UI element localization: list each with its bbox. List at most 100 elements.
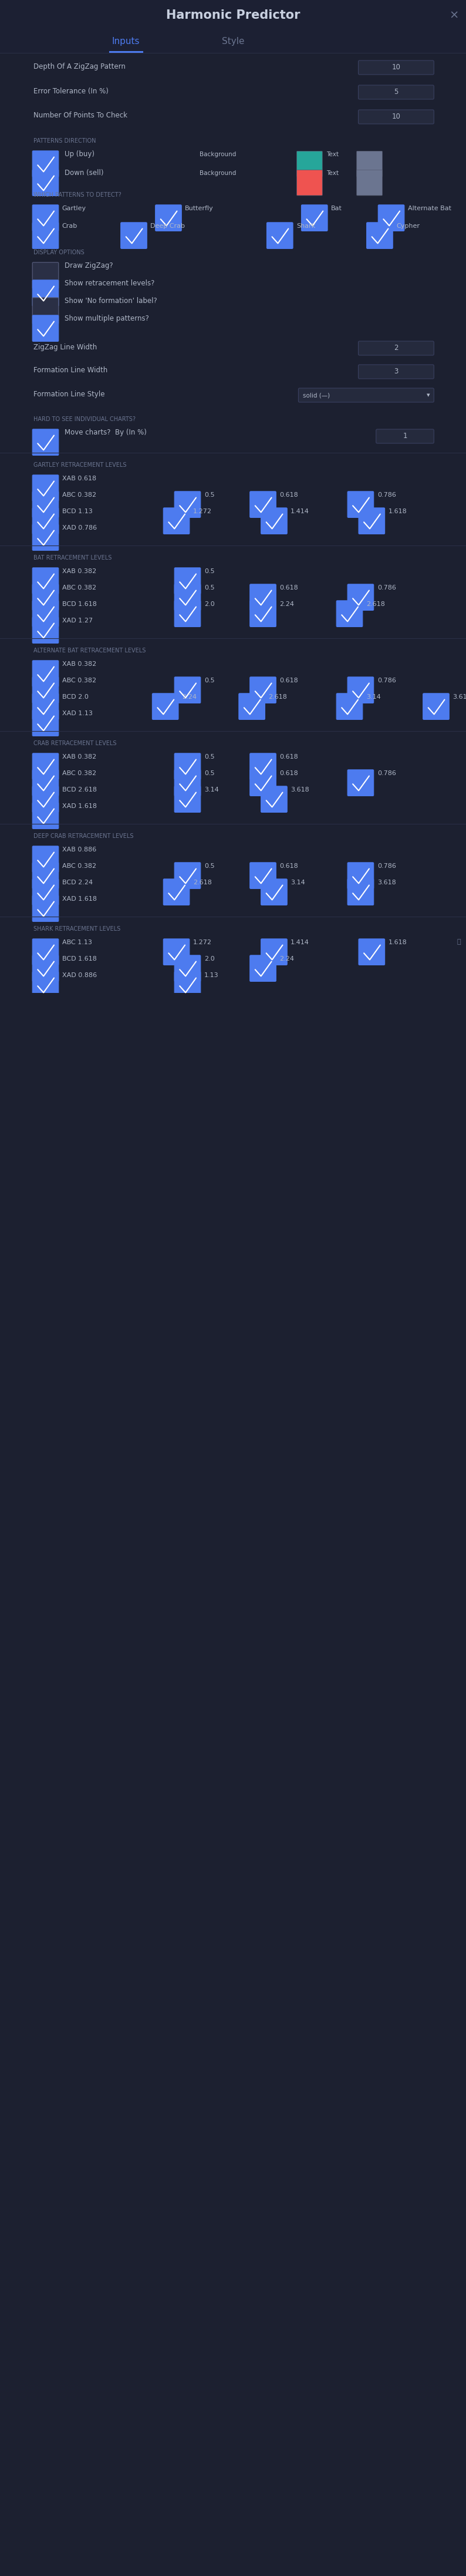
Text: XAD 0.786: XAD 0.786 [62,526,97,531]
FancyBboxPatch shape [250,492,276,518]
Text: Number Of Points To Check: Number Of Points To Check [33,111,127,118]
FancyBboxPatch shape [359,507,385,533]
Text: Background: Background [200,170,236,175]
FancyBboxPatch shape [250,863,276,889]
Text: 10: 10 [392,64,400,72]
FancyBboxPatch shape [261,507,287,533]
FancyBboxPatch shape [33,659,59,688]
Text: DEEP CRAB RETRACEMENT LEVELS: DEEP CRAB RETRACEMENT LEVELS [33,832,133,840]
FancyBboxPatch shape [33,878,59,904]
FancyBboxPatch shape [33,804,59,829]
FancyBboxPatch shape [358,111,434,124]
Text: Gartley: Gartley [62,206,86,211]
FancyBboxPatch shape [348,492,374,518]
Text: 0.5: 0.5 [204,569,214,574]
Text: Style: Style [222,36,244,46]
Text: ABC 1.13: ABC 1.13 [62,940,92,945]
Text: XAD 1.618: XAD 1.618 [62,804,97,809]
Text: XAD 1.27: XAD 1.27 [62,618,93,623]
FancyBboxPatch shape [163,938,190,966]
FancyBboxPatch shape [33,786,59,811]
FancyBboxPatch shape [33,170,59,196]
Text: Background: Background [200,152,236,157]
Text: 0.786: 0.786 [377,677,396,683]
Text: PATTERNS DIRECTION: PATTERNS DIRECTION [33,139,96,144]
FancyBboxPatch shape [358,59,434,75]
Text: Text: Text [326,152,338,157]
Text: 3.618: 3.618 [291,786,309,793]
Text: ABC 0.382: ABC 0.382 [62,863,96,868]
FancyBboxPatch shape [33,971,59,997]
Text: 0.618: 0.618 [280,585,298,590]
Text: BCD 2.24: BCD 2.24 [62,878,93,886]
Text: 2.24: 2.24 [280,956,294,961]
FancyBboxPatch shape [261,786,287,811]
Text: 0.786: 0.786 [377,585,396,590]
FancyBboxPatch shape [174,585,200,611]
FancyBboxPatch shape [348,863,374,889]
Text: 2: 2 [394,345,398,353]
Text: 1.618: 1.618 [388,507,407,515]
FancyBboxPatch shape [336,693,363,719]
FancyBboxPatch shape [348,878,374,904]
Text: Harmonic Predictor: Harmonic Predictor [166,10,300,21]
FancyBboxPatch shape [33,752,59,781]
Text: Show 'No formation' label?: Show 'No formation' label? [64,296,157,304]
Text: XAB 0.382: XAB 0.382 [62,569,96,574]
Text: Crab: Crab [62,224,77,229]
FancyBboxPatch shape [174,492,200,518]
FancyBboxPatch shape [358,366,434,379]
FancyBboxPatch shape [261,878,287,904]
FancyBboxPatch shape [33,938,59,966]
FancyBboxPatch shape [33,281,59,307]
FancyBboxPatch shape [33,567,59,595]
Text: Show multiple patterns?: Show multiple patterns? [64,314,149,322]
Text: 0.5: 0.5 [204,492,214,497]
Text: 2.618: 2.618 [193,878,212,886]
FancyBboxPatch shape [0,31,466,54]
Text: Inputs: Inputs [112,36,140,46]
Text: ABC 0.382: ABC 0.382 [62,492,96,497]
FancyBboxPatch shape [33,314,59,343]
FancyBboxPatch shape [378,206,404,232]
FancyBboxPatch shape [348,677,374,703]
FancyBboxPatch shape [356,152,382,178]
Text: 0.786: 0.786 [377,770,396,775]
FancyBboxPatch shape [250,752,276,781]
Text: Up (buy): Up (buy) [64,149,94,157]
Text: 3.14: 3.14 [291,878,305,886]
Text: GARTLEY RETRACEMENT LEVELS: GARTLEY RETRACEMENT LEVELS [33,461,126,469]
FancyBboxPatch shape [33,618,59,644]
Text: XAB 0.382: XAB 0.382 [62,662,96,667]
Text: 2.618: 2.618 [268,693,287,701]
FancyBboxPatch shape [174,600,200,626]
FancyBboxPatch shape [174,786,200,811]
FancyBboxPatch shape [33,222,59,250]
Text: Formation Line Width: Formation Line Width [33,366,107,374]
FancyBboxPatch shape [33,896,59,922]
Text: BCD 2.618: BCD 2.618 [62,786,97,793]
FancyBboxPatch shape [33,507,59,533]
Text: 0.5: 0.5 [204,677,214,683]
FancyBboxPatch shape [267,222,293,250]
FancyBboxPatch shape [33,430,59,456]
FancyBboxPatch shape [33,956,59,981]
Text: BAT RETRACEMENT LEVELS: BAT RETRACEMENT LEVELS [33,554,111,562]
FancyBboxPatch shape [33,585,59,611]
FancyBboxPatch shape [174,770,200,796]
Text: Formation Line Style: Formation Line Style [33,389,104,397]
Text: XAD 1.13: XAD 1.13 [62,711,93,716]
FancyBboxPatch shape [376,430,434,443]
FancyBboxPatch shape [163,878,190,904]
Text: Show retracement levels?: Show retracement levels? [64,281,154,286]
Text: XAD 0.886: XAD 0.886 [62,971,97,979]
FancyBboxPatch shape [297,152,322,178]
Text: Shark: Shark [296,224,315,229]
Text: Down (sell): Down (sell) [64,170,103,178]
Text: 3.618: 3.618 [452,693,466,701]
Text: 0.5: 0.5 [204,770,214,775]
Text: Depth Of A ZigZag Pattern: Depth Of A ZigZag Pattern [33,62,125,70]
Text: BCD 1.618: BCD 1.618 [62,600,96,608]
FancyBboxPatch shape [358,85,434,100]
Text: 0.786: 0.786 [377,492,396,497]
